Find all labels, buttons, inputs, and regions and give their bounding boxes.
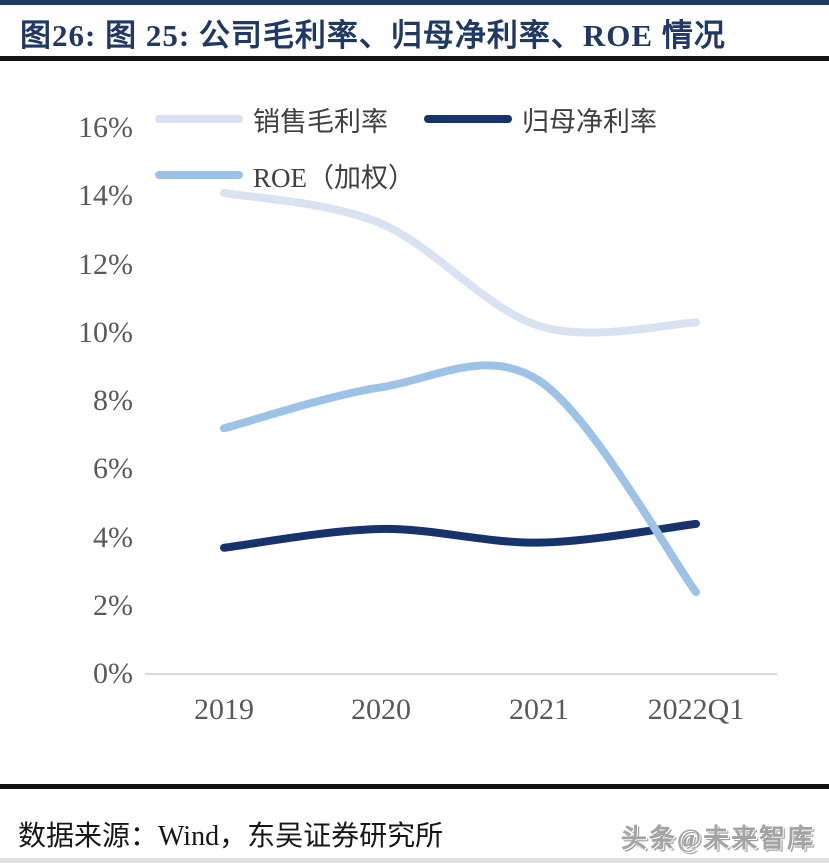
legend-label-gross-margin: 销售毛利率 <box>253 106 388 137</box>
legend-label-net-margin: 归母净利率 <box>522 106 657 137</box>
line-gross-margin <box>220 188 700 337</box>
top-border-rule <box>0 0 829 5</box>
line-net-margin <box>220 519 700 552</box>
legend-label-roe: ROE（加权） <box>253 162 415 193</box>
line-roe <box>220 361 700 597</box>
legend-item-net-margin: 归母净利率 <box>424 104 657 137</box>
x-tick-label: 2022Q1 <box>647 693 745 726</box>
y-tick-label: 2% <box>93 588 133 622</box>
title-divider-rule <box>0 56 829 61</box>
y-tick-label: 6% <box>93 452 133 486</box>
bottom-edge-strip <box>0 858 829 863</box>
y-tick-label: 16% <box>78 111 133 144</box>
x-tick-label: 2021 <box>509 693 569 726</box>
y-tick-label: 0% <box>93 657 133 690</box>
footer-divider-rule <box>0 784 829 789</box>
chart-area: 销售毛利率 归母净利率 ROE（加权） 0% 2% 4% 6% 8% 10% 12% 14% 1… <box>0 62 829 762</box>
legend-swatch-roe <box>155 171 243 179</box>
watermark-text: 头条@未来智库 <box>620 824 815 853</box>
legend-swatch-gross-margin <box>155 115 243 123</box>
y-tick-label: 10% <box>78 315 133 349</box>
y-tick-label: 4% <box>93 520 133 554</box>
figure-title: 图26: 图 25: 公司毛利率、归母净利率、ROE 情况 <box>20 18 726 53</box>
x-tick-label: 2019 <box>194 693 254 726</box>
legend-swatch-net-margin <box>424 115 512 123</box>
y-tick-label: 8% <box>93 384 133 417</box>
x-tick-label: 2020 <box>351 693 411 726</box>
y-tick-label: 12% <box>78 247 133 281</box>
legend-item-roe: ROE（加权） <box>155 160 415 193</box>
line-chart-canvas <box>145 188 777 675</box>
legend-item-gross-margin: 销售毛利率 <box>155 104 388 137</box>
data-source-text: 数据来源：Wind，东吴证券研究所 <box>18 821 444 852</box>
y-tick-label: 14% <box>78 179 133 213</box>
